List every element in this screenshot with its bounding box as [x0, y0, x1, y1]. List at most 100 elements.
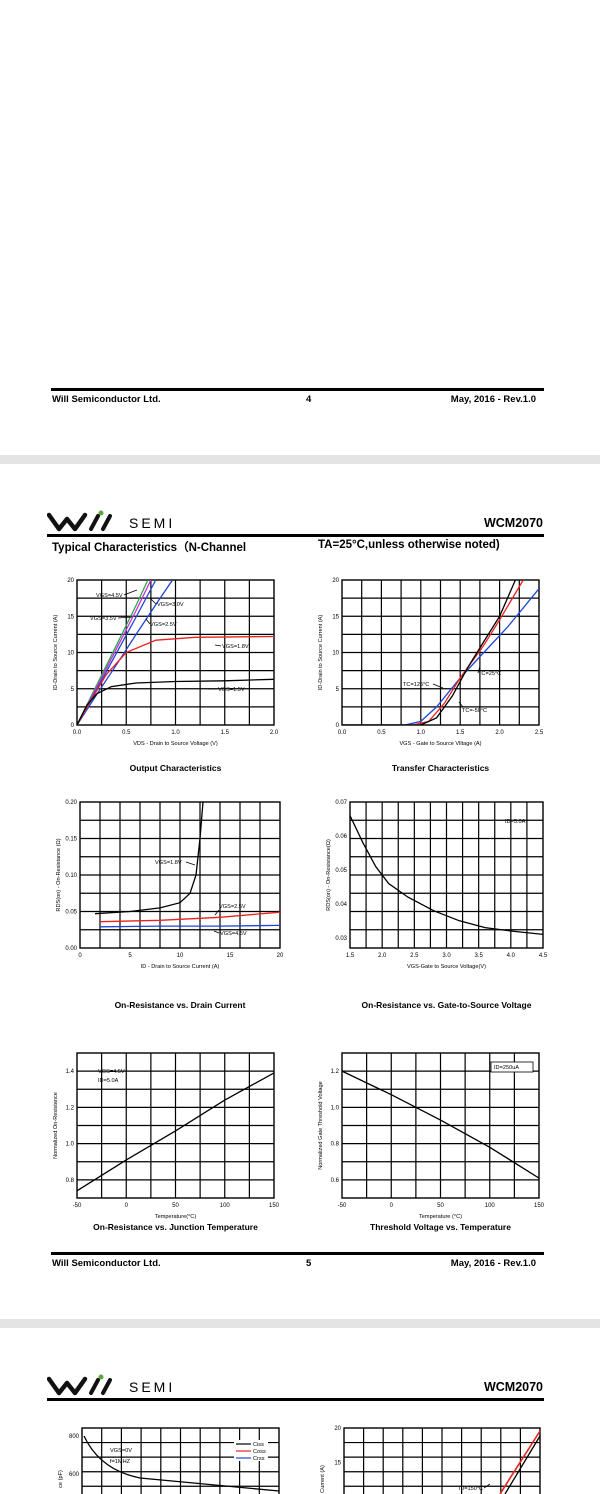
y-tick-label: 0.04 — [335, 902, 347, 908]
footer-company: Will Semiconductor Ltd. — [52, 1258, 161, 1269]
section-title: Typical Characteristics（N-Channel — [52, 542, 247, 554]
y-axis-label: RDS(on) - On-Resistance(Ω) — [326, 839, 332, 911]
y-tick-label: 20 — [332, 578, 339, 584]
logo-text: SEMI — [129, 1379, 175, 1395]
y-axis-label: ID-Drain to Source Current (A) — [318, 615, 324, 691]
y-axis-label: Normalized Gate Threshold Voltage — [318, 1081, 324, 1170]
x-axis-label: Temperature (°C) — [419, 1214, 462, 1220]
x-tick-label: 4.5 — [539, 953, 548, 959]
x-tick-label: 5 — [128, 953, 132, 959]
x-axis-label: ID - Drain to Source Current (A) — [141, 964, 220, 970]
y-tick-label: 5 — [336, 687, 340, 693]
x-tick-label: 2.5 — [410, 953, 419, 959]
y-tick-label: 600 — [69, 1472, 80, 1478]
annotation: VGS=4.5V — [220, 931, 247, 937]
x-tick-label: -50 — [338, 1203, 347, 1209]
ron-temp-chart: -50 0 50 100 150 1.4 1.2 1.0 0.8 Temperature(°C) N… — [53, 1052, 280, 1232]
x-tick-label: 100 — [485, 1203, 496, 1209]
x-tick-label: -50 — [73, 1203, 82, 1209]
series-line — [350, 815, 543, 936]
annotation-leader — [117, 616, 133, 619]
annotation-leader — [214, 909, 220, 916]
x-tick-label: 0.0 — [338, 730, 347, 736]
series-line — [504, 1435, 541, 1494]
x-tick-label: 2.0 — [270, 730, 279, 736]
x-tick-label: 1.5 — [221, 730, 230, 736]
header-rule — [47, 534, 544, 537]
annotation-leader — [145, 618, 151, 625]
x-tick-label: 20 — [277, 953, 284, 959]
y-axis-label: Normalized On-Resistance — [53, 1092, 59, 1159]
annotation-leader — [213, 930, 220, 934]
y-tick-label: 5 — [71, 687, 75, 693]
series-line — [77, 580, 149, 725]
series-line — [342, 580, 516, 725]
annotation-leader — [123, 589, 138, 596]
y-tick-label: 0.6 — [331, 1178, 340, 1184]
y-tick-label: 15 — [334, 1461, 341, 1467]
x-tick-label: 0 — [78, 953, 82, 959]
y-tick-label: 0.15 — [65, 837, 77, 843]
logo-text: SEMI — [129, 515, 175, 531]
y-tick-label: 0.20 — [65, 800, 77, 806]
chart-caption: On-Resistance vs. Junction Temperature — [93, 1222, 258, 1232]
y-tick-label: 0.07 — [335, 800, 347, 806]
annotation: VGS=1.8V — [222, 644, 249, 650]
annotation: ID=5.0A — [98, 1078, 119, 1084]
y-tick-label: 20 — [334, 1426, 341, 1432]
chart-caption: Transfer Characteristics — [392, 763, 490, 773]
annotation: VGS=4.5V — [98, 1069, 125, 1075]
annotation: VGS=1.8V — [155, 860, 182, 866]
y-tick-label: 1.0 — [331, 1105, 340, 1111]
x-tick-label: 3.5 — [474, 953, 483, 959]
x-tick-label: 50 — [172, 1203, 179, 1209]
output-chart: 0.0 0.5 1.0 1.5 2.0 0 5 10 15 20 VDS - Drain to So… — [53, 578, 279, 773]
annotation-leader — [483, 1483, 491, 1489]
x-tick-label: 150 — [269, 1203, 280, 1209]
legend-label: Coss — [253, 1449, 266, 1455]
part-number: WCM2070 — [483, 516, 543, 530]
annotation-leader — [458, 701, 464, 708]
footer-company: Will Semiconductor Ltd. — [52, 394, 161, 405]
transfer-chart: 0.0 0.5 1.0 1.5 2.0 2.5 0 5 10 15 20 VGS - Gate to … — [318, 578, 544, 773]
annotation: f=1MHZ — [110, 1459, 131, 1465]
y-tick-label: 0.8 — [66, 1178, 75, 1184]
x-tick-label: 15 — [227, 953, 234, 959]
y-tick-label: 0.05 — [65, 910, 77, 916]
logo: SEMI — [46, 510, 197, 534]
series-line — [99, 924, 280, 928]
y-axis-label: Current (A) — [320, 1465, 326, 1493]
section-condition: TA=25°C,unless otherwise noted) — [318, 539, 500, 551]
x-tick-label: 0 — [125, 1203, 129, 1209]
ron-id-chart: 0 5 10 15 20 0.00 0.05 0.10 0.15 0.20 ID - Drain t… — [56, 800, 284, 1010]
x-axis-label: VGS-Gate to Source Voltage(V) — [407, 964, 486, 970]
legend-label: Ciss — [253, 1442, 264, 1448]
footer-page-number: 5 — [306, 1258, 312, 1269]
annotation-leader — [477, 665, 481, 674]
annotation: VGS=1.5V — [218, 687, 245, 693]
annotation-box — [490, 1061, 534, 1073]
legend-label: Crss — [253, 1456, 265, 1462]
x-axis-label: VGS - Gate to Source Vlltage (A) — [399, 741, 481, 747]
y-tick-label: 800 — [69, 1434, 80, 1440]
annotation-leader — [185, 861, 196, 866]
series-line — [77, 1072, 274, 1192]
annotation: TC=25°C — [478, 671, 501, 677]
annotation: VGS=2.5V — [150, 622, 177, 628]
header-rule — [47, 1398, 544, 1401]
y-axis-label: ID-Drain to Source Current (A) — [53, 615, 59, 691]
x-tick-label: 2.0 — [495, 730, 504, 736]
y-tick-label: 1.2 — [66, 1105, 75, 1111]
partial-right-chart: 20 15 Current (A) TJ=150°C — [320, 1426, 541, 1494]
x-tick-label: 50 — [437, 1203, 444, 1209]
x-tick-label: 1.0 — [171, 730, 180, 736]
chart-caption: On-Resistance vs. Drain Current — [115, 1000, 246, 1010]
annotation: VGS=3.0V — [157, 602, 184, 608]
x-tick-label: 3.0 — [442, 953, 451, 959]
y-tick-label: 0.10 — [65, 873, 77, 879]
part-number: WCM2070 — [483, 1380, 543, 1394]
annotation-leader — [149, 597, 157, 605]
x-tick-label: 0 — [390, 1203, 394, 1209]
